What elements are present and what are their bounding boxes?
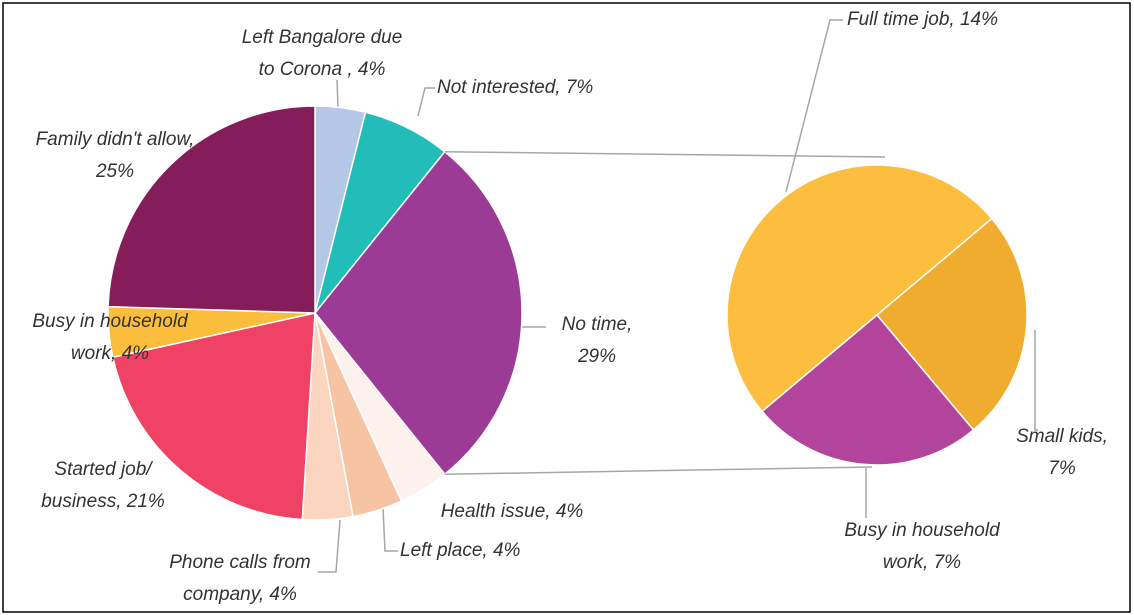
pie-slice <box>314 150 523 476</box>
data-label: Busy in household <box>844 520 1001 541</box>
data-label: Busy in household <box>32 311 189 332</box>
connector-line <box>444 466 873 476</box>
data-label: Health issue, 4% <box>441 501 584 522</box>
data-label: Phone calls from <box>169 552 311 573</box>
data-label: 7% <box>1048 458 1076 479</box>
data-label: Started job/ <box>54 459 153 480</box>
pie-slice <box>726 164 993 413</box>
pie-slice <box>761 313 975 466</box>
data-label: Small kids, <box>1016 426 1108 447</box>
pie-slice <box>875 217 1028 431</box>
data-label: 29% <box>577 346 616 367</box>
data-label: 25% <box>95 161 134 182</box>
data-label: company, 4% <box>183 584 297 605</box>
leader-lines <box>318 19 1038 573</box>
connector-line <box>444 150 886 158</box>
data-label: Left Bangalore due <box>242 27 403 48</box>
data-label: Family didn't allow, <box>36 129 195 150</box>
data-label: work, 7% <box>883 552 961 573</box>
data-label: Full time job, 14% <box>847 9 998 30</box>
data-label: business, 21% <box>41 491 165 512</box>
data-label: Not interested, 7% <box>437 77 593 98</box>
data-label: to Corona , 4% <box>259 59 386 80</box>
pie-slice <box>107 105 316 314</box>
data-label: Left place, 4% <box>400 540 521 561</box>
data-label: work, 4% <box>71 343 149 364</box>
data-label: No time, <box>562 314 633 335</box>
pie-slice <box>111 312 316 521</box>
